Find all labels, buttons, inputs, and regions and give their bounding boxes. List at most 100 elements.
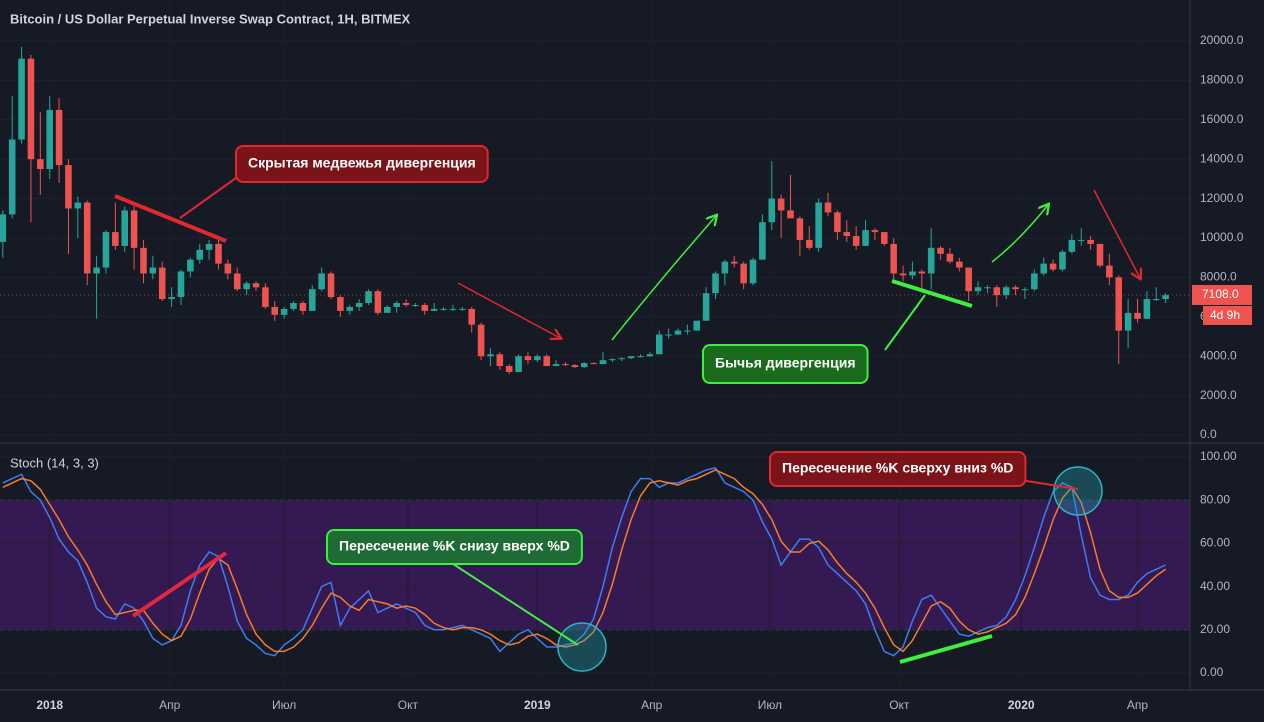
candle-body	[1106, 265, 1113, 278]
candle-body	[252, 283, 260, 288]
x-tick-label: 2019	[524, 698, 551, 712]
candle-body	[777, 198, 785, 211]
y-tick-label: 10000.0	[1200, 230, 1244, 244]
candle-body	[374, 291, 382, 313]
candle-body	[759, 222, 766, 260]
candle-body	[852, 236, 860, 246]
candle-body	[308, 289, 316, 311]
candle-body	[1143, 299, 1151, 319]
price-tag-label: 7108.0	[1202, 287, 1239, 301]
candle-body	[796, 218, 804, 240]
candle-body	[871, 230, 879, 233]
candle-body	[899, 273, 907, 276]
candle-body	[946, 253, 954, 262]
annotation-box	[326, 529, 583, 565]
candle-body	[149, 267, 157, 274]
candle-body	[768, 198, 776, 223]
candle-body	[121, 210, 129, 246]
candle-body	[993, 287, 1001, 296]
candle-body	[0, 214, 7, 242]
candle-body	[393, 303, 400, 307]
price-tag	[1192, 284, 1252, 305]
candle-body	[956, 261, 963, 268]
candle-body	[365, 291, 372, 304]
candle-body	[524, 356, 532, 361]
candle-body	[1002, 287, 1010, 296]
candle-body	[384, 306, 391, 313]
candle-body	[1021, 289, 1029, 291]
x-tick-label: 2018	[36, 698, 63, 712]
candle-body	[599, 360, 607, 365]
candle-body	[1115, 277, 1123, 331]
arrow	[991, 205, 1048, 263]
divergence-line	[899, 634, 993, 664]
mark-layer: 0.02000.04000.06000.08000.010000.012000.…	[0, 33, 1252, 712]
candle-body	[702, 293, 710, 321]
candle-body	[168, 297, 175, 300]
overbought-oversold-band	[0, 500, 1190, 630]
candle-body	[449, 308, 457, 310]
candle-body	[937, 247, 944, 254]
candle-body	[787, 210, 794, 219]
y-tick-label: 14000.0	[1200, 151, 1244, 165]
candle-body	[674, 330, 682, 335]
candle-body	[37, 159, 44, 170]
candle-body	[749, 259, 757, 284]
candle-body	[974, 287, 982, 292]
candle-body	[580, 363, 588, 368]
candle-body	[158, 267, 166, 300]
y-tick-label: 2000.0	[1200, 388, 1237, 402]
x-tick-label: Апр	[1127, 698, 1149, 712]
candle-body	[515, 356, 522, 372]
candle-body	[65, 165, 72, 209]
candle-body	[534, 356, 541, 361]
arrow	[1093, 189, 1140, 278]
y-tick-label: 40.00	[1200, 579, 1230, 593]
y-tick-label: 4000.0	[1200, 348, 1237, 362]
y-tick-label: 0.00	[1200, 665, 1224, 679]
x-tick-label: Апр	[641, 698, 663, 712]
candle-body	[18, 58, 25, 140]
candle-body	[83, 202, 91, 274]
highlight-circle	[1053, 466, 1103, 516]
candle-body	[102, 232, 110, 268]
candle-body	[1068, 239, 1076, 252]
candle-body	[730, 261, 738, 264]
y-tick-label: 12000.0	[1200, 191, 1244, 205]
y-tick-label: 100.00	[1200, 449, 1237, 463]
candle-body	[1059, 251, 1066, 270]
candle-body	[1096, 243, 1104, 266]
connector	[1019, 479, 1079, 490]
candle-body	[271, 306, 279, 315]
candle-body	[1152, 299, 1160, 301]
candle-body	[487, 354, 494, 357]
candle-body	[440, 308, 447, 310]
candle-body	[355, 303, 363, 307]
candle-body	[299, 303, 307, 311]
candle-body	[1124, 312, 1132, 331]
candle-body	[112, 232, 119, 246]
candle-body	[815, 202, 822, 248]
y-tick-label: 16000.0	[1200, 112, 1244, 126]
candle-body	[337, 297, 344, 311]
decorations	[114, 177, 1140, 672]
candle-body	[27, 58, 35, 160]
candle-body	[318, 273, 325, 290]
candle-body	[46, 109, 53, 170]
candle-body	[571, 365, 579, 368]
candle-body	[1162, 295, 1169, 300]
candle-body	[824, 202, 832, 213]
candle-body	[862, 230, 869, 246]
candle-body	[665, 334, 672, 336]
chart-title: Bitcoin / US Dollar Perpetual Inverse Sw…	[10, 11, 411, 26]
candle-body	[890, 243, 897, 274]
x-tick-label: Июл	[272, 698, 296, 712]
indicator-title: Stoch (14, 3, 3)	[10, 455, 99, 470]
candle-body	[1134, 312, 1141, 319]
candle-body	[430, 308, 438, 311]
candle-body	[477, 324, 485, 357]
candle-body	[74, 202, 82, 209]
candle-body	[224, 263, 232, 274]
